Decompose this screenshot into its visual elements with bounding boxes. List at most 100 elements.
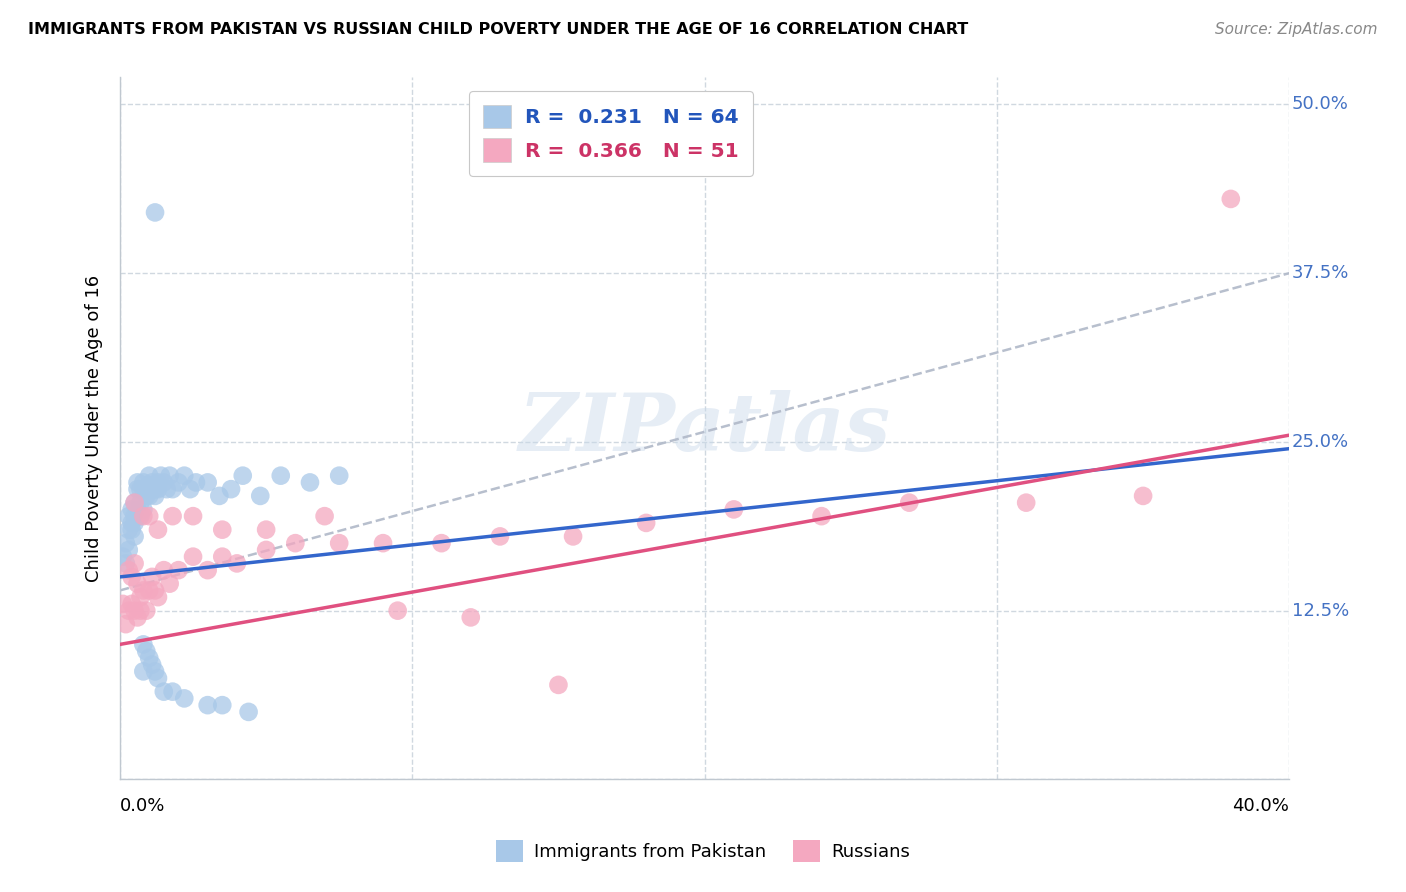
Point bbox=[225, 557, 247, 571]
Point bbox=[138, 583, 160, 598]
Text: 0.0%: 0.0% bbox=[120, 797, 166, 815]
Point bbox=[121, 597, 143, 611]
Point bbox=[314, 509, 336, 524]
Point bbox=[121, 516, 143, 530]
Point bbox=[167, 563, 190, 577]
Point bbox=[254, 523, 277, 537]
Point bbox=[132, 665, 155, 679]
Point bbox=[141, 475, 163, 490]
Point bbox=[328, 536, 350, 550]
Point bbox=[129, 482, 152, 496]
Point bbox=[118, 542, 141, 557]
Point bbox=[118, 509, 141, 524]
Point bbox=[143, 482, 166, 496]
Point bbox=[141, 570, 163, 584]
Point bbox=[124, 529, 146, 543]
Point bbox=[179, 482, 201, 496]
Point bbox=[135, 482, 157, 496]
Point bbox=[298, 475, 321, 490]
Point bbox=[181, 549, 204, 564]
Point bbox=[173, 468, 195, 483]
Point bbox=[430, 536, 453, 550]
Point bbox=[121, 502, 143, 516]
Text: 25.0%: 25.0% bbox=[1292, 433, 1348, 451]
Point bbox=[118, 563, 141, 577]
Point bbox=[162, 482, 184, 496]
Point bbox=[121, 570, 143, 584]
Point bbox=[284, 536, 307, 550]
Legend: Immigrants from Pakistan, Russians: Immigrants from Pakistan, Russians bbox=[489, 833, 917, 870]
Point bbox=[159, 576, 181, 591]
Point bbox=[460, 610, 482, 624]
Point bbox=[371, 536, 394, 550]
Point bbox=[211, 698, 233, 713]
Point bbox=[146, 590, 169, 604]
Point bbox=[121, 523, 143, 537]
Point bbox=[270, 468, 292, 483]
Point bbox=[118, 523, 141, 537]
Point bbox=[146, 671, 169, 685]
Point bbox=[132, 475, 155, 490]
Point bbox=[114, 557, 136, 571]
Text: 50.0%: 50.0% bbox=[1292, 95, 1348, 113]
Point bbox=[129, 496, 152, 510]
Point bbox=[159, 468, 181, 483]
Point bbox=[114, 536, 136, 550]
Point bbox=[138, 509, 160, 524]
Point bbox=[141, 657, 163, 672]
Point bbox=[181, 509, 204, 524]
Point bbox=[132, 583, 155, 598]
Point bbox=[127, 475, 149, 490]
Point bbox=[387, 604, 409, 618]
Point bbox=[328, 468, 350, 483]
Point bbox=[254, 542, 277, 557]
Point bbox=[232, 468, 254, 483]
Point bbox=[127, 502, 149, 516]
Point bbox=[153, 475, 176, 490]
Point bbox=[636, 516, 658, 530]
Point bbox=[124, 496, 146, 510]
Point bbox=[129, 509, 152, 524]
Legend: R =  0.231   N = 64, R =  0.366   N = 51: R = 0.231 N = 64, R = 0.366 N = 51 bbox=[470, 91, 754, 176]
Point bbox=[898, 496, 921, 510]
Point bbox=[135, 489, 157, 503]
Point bbox=[127, 576, 149, 591]
Point bbox=[238, 705, 260, 719]
Point bbox=[124, 604, 146, 618]
Point bbox=[1015, 496, 1038, 510]
Point bbox=[124, 557, 146, 571]
Y-axis label: Child Poverty Under the Age of 16: Child Poverty Under the Age of 16 bbox=[86, 275, 103, 582]
Point bbox=[132, 502, 155, 516]
Point bbox=[149, 468, 172, 483]
Point bbox=[146, 475, 169, 490]
Point bbox=[111, 597, 134, 611]
Point bbox=[143, 665, 166, 679]
Point bbox=[127, 610, 149, 624]
Point bbox=[211, 549, 233, 564]
Point bbox=[547, 678, 569, 692]
Point bbox=[197, 563, 219, 577]
Point bbox=[132, 637, 155, 651]
Point bbox=[184, 475, 207, 490]
Point bbox=[124, 496, 146, 510]
Point bbox=[249, 489, 271, 503]
Point bbox=[143, 489, 166, 503]
Point bbox=[146, 482, 169, 496]
Text: 40.0%: 40.0% bbox=[1233, 797, 1289, 815]
Text: 37.5%: 37.5% bbox=[1292, 264, 1348, 282]
Point bbox=[810, 509, 832, 524]
Point bbox=[143, 205, 166, 219]
Text: ZIPatlas: ZIPatlas bbox=[519, 390, 890, 467]
Point bbox=[723, 502, 745, 516]
Point bbox=[211, 523, 233, 537]
Point bbox=[153, 684, 176, 698]
Point bbox=[162, 684, 184, 698]
Point bbox=[489, 529, 512, 543]
Point bbox=[132, 509, 155, 524]
Point bbox=[138, 478, 160, 492]
Point bbox=[173, 691, 195, 706]
Point bbox=[138, 468, 160, 483]
Point bbox=[219, 482, 242, 496]
Point bbox=[197, 475, 219, 490]
Text: IMMIGRANTS FROM PAKISTAN VS RUSSIAN CHILD POVERTY UNDER THE AGE OF 16 CORRELATIO: IMMIGRANTS FROM PAKISTAN VS RUSSIAN CHIL… bbox=[28, 22, 969, 37]
